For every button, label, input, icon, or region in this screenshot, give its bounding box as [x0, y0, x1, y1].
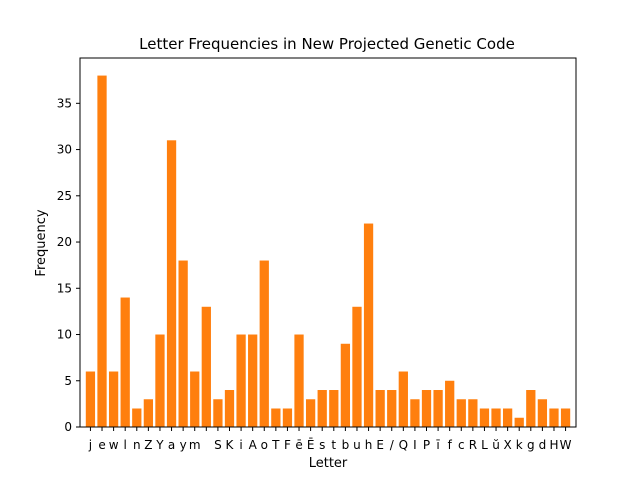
- bar: [561, 409, 570, 427]
- x-tick-label: o: [261, 438, 268, 452]
- x-tick-label: b: [342, 438, 350, 452]
- x-tick-label: t: [331, 438, 336, 452]
- x-tick-label: Z: [144, 438, 152, 452]
- bar: [538, 399, 547, 427]
- x-tick-label: F: [284, 438, 291, 452]
- bar: [97, 76, 106, 427]
- bar: [549, 409, 558, 427]
- x-tick-label: u: [353, 438, 361, 452]
- x-tick-label: l: [124, 438, 127, 452]
- bar: [468, 399, 477, 427]
- x-tick-label: m: [189, 438, 201, 452]
- bars-group: [86, 76, 570, 427]
- y-tick-label: 15: [57, 281, 72, 295]
- bar: [213, 399, 222, 427]
- bar: [341, 344, 350, 427]
- x-tick-label: c: [458, 438, 465, 452]
- bar: [109, 372, 118, 427]
- bar: [294, 335, 303, 427]
- x-tick-label: i: [239, 438, 242, 452]
- x-tick-label: g: [527, 438, 535, 452]
- bar: [445, 381, 454, 427]
- bar: [248, 335, 257, 427]
- bar: [433, 390, 442, 427]
- x-axis: jewlnZYaym SKiAoTFēĒstbuhE / QIPīfcRLŭXkgd…: [88, 427, 572, 452]
- bar: [283, 409, 292, 427]
- bar: [526, 390, 535, 427]
- bar: [410, 399, 419, 427]
- x-tick-label: e: [98, 438, 105, 452]
- x-tick-label: w: [109, 438, 119, 452]
- bar: [306, 399, 315, 427]
- bar: [121, 298, 130, 427]
- bar: [352, 307, 361, 427]
- bar: [364, 224, 373, 427]
- bar: [167, 140, 176, 427]
- x-tick-label: E: [376, 438, 384, 452]
- bar: [132, 409, 141, 427]
- bar: [236, 335, 245, 427]
- y-tick-label: 5: [64, 374, 72, 388]
- y-tick-label: 20: [57, 235, 72, 249]
- x-tick-label: R: [469, 438, 477, 452]
- bar: [387, 390, 396, 427]
- bar: [225, 390, 234, 427]
- x-tick-label: S: [214, 438, 222, 452]
- y-tick-label: 0: [64, 420, 72, 434]
- x-tick-label: T: [271, 438, 280, 452]
- y-axis-label: Frequency: [34, 209, 49, 276]
- bar: [376, 390, 385, 427]
- y-tick-label: 10: [57, 328, 72, 342]
- x-tick-label: ī: [435, 438, 440, 452]
- bar: [422, 390, 431, 427]
- x-tick-label: Ē: [307, 438, 315, 452]
- x-tick-label: Y: [155, 438, 164, 452]
- bar: [155, 335, 164, 427]
- plot-frame: [80, 58, 576, 427]
- x-tick-label: k: [516, 438, 523, 452]
- y-tick-label: 30: [57, 143, 72, 157]
- bar: [399, 372, 408, 427]
- x-tick-label: h: [365, 438, 373, 452]
- x-tick-label: j: [88, 438, 92, 452]
- bar: [202, 307, 211, 427]
- bar: [190, 372, 199, 427]
- bar: [271, 409, 280, 427]
- bar: [329, 390, 338, 427]
- y-tick-label: 25: [57, 189, 72, 203]
- x-tick-label: A: [249, 438, 258, 452]
- bar: [480, 409, 489, 427]
- x-tick-label: I: [413, 438, 417, 452]
- x-tick-label: y: [180, 438, 187, 452]
- x-tick-label: a: [168, 438, 175, 452]
- bar: [515, 418, 524, 427]
- bar: [318, 390, 327, 427]
- bar: [86, 372, 95, 427]
- bar: [179, 261, 188, 427]
- x-tick-label: f: [448, 438, 453, 452]
- x-tick-label: H: [549, 438, 558, 452]
- x-tick-label: K: [226, 438, 235, 452]
- chart-title: Letter Frequencies in New Projected Gene…: [139, 35, 515, 53]
- x-tick-label: Q: [399, 438, 408, 452]
- bar: [457, 399, 466, 427]
- bar: [144, 399, 153, 427]
- y-axis: 0 5 10 15 20 25 30 35: [57, 96, 80, 434]
- x-tick-label: L: [481, 438, 488, 452]
- bar: [260, 261, 269, 427]
- x-tick-label: /: [390, 438, 395, 452]
- x-axis-label: Letter: [309, 456, 348, 471]
- bar: [503, 409, 512, 427]
- x-tick-label: P: [423, 438, 430, 452]
- y-tick-label: 35: [57, 96, 72, 110]
- x-tick-label: ē: [295, 438, 302, 452]
- x-tick-label: X: [504, 438, 512, 452]
- x-tick-label: W: [560, 438, 572, 452]
- x-tick-label: d: [539, 438, 547, 452]
- x-tick-label: s: [319, 438, 325, 452]
- bar: [491, 409, 500, 427]
- x-tick-label: n: [133, 438, 141, 452]
- x-tick-label: ŭ: [492, 438, 500, 452]
